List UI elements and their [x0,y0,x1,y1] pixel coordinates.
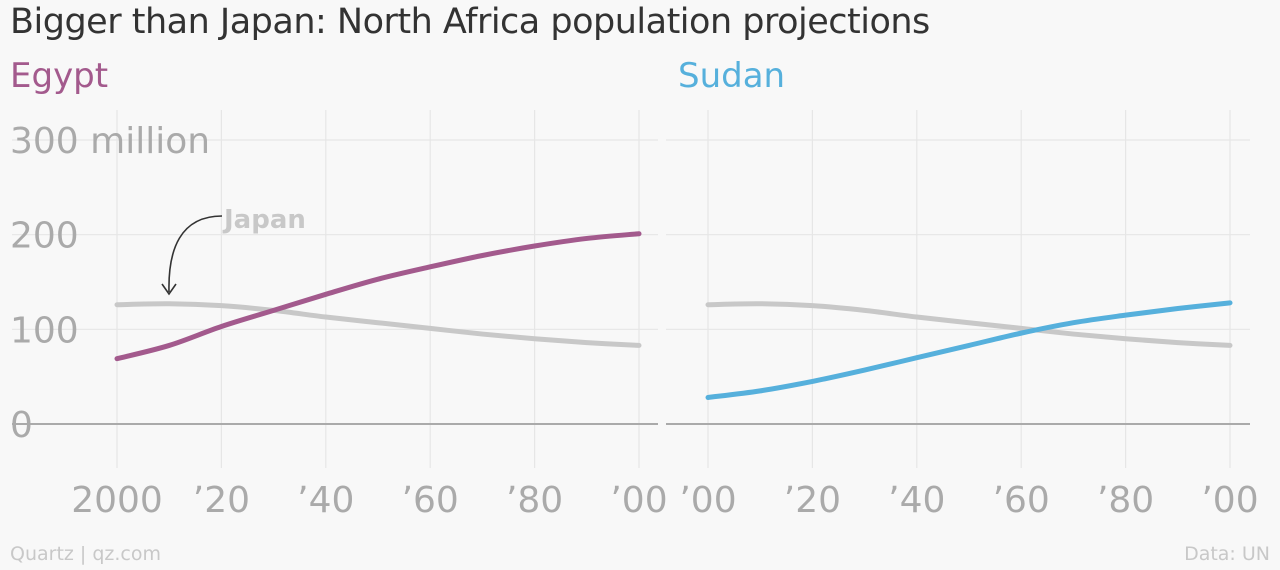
series-line-egypt-egypt [114,231,642,362]
y-tick-label-200: 200 [10,216,79,257]
x-tick-label-sudan-2000: ’00 [679,480,736,521]
x-tick-label-sudan-2020: ’20 [784,480,841,521]
annotation-arrow [168,215,223,293]
x-tick-label-sudan-2100: ’00 [1201,480,1258,521]
series-line-sudan-sudan [705,300,1233,400]
x-tick-label-sudan-2080: ’80 [1097,480,1154,521]
panel-title-sudan: Sudan [678,56,786,96]
data-credit: Data: UN [1184,543,1270,565]
series-layer [114,231,1233,400]
x-tick-label-egypt-2060: ’60 [402,480,459,521]
y-tick-label-300: 300 million [10,121,210,162]
chart-title: Bigger than Japan: North Africa populati… [10,2,930,42]
panel-title-egypt: Egypt [10,56,109,96]
x-tick-label-sudan-2060: ’60 [993,480,1050,521]
x-tick-label-sudan-2040: ’40 [888,480,945,521]
grid-layer [12,110,1250,468]
x-tick-label-egypt-2020: ’20 [193,480,250,521]
label-layer: 0 100 200 300 million 2000 ’20 ’40 ’60 ’80 ’00 ’00… [10,121,1259,521]
x-tick-label-egypt-2040: ’40 [297,480,354,521]
x-tick-label-egypt-2080: ’80 [506,480,563,521]
x-tick-label-egypt-2000: 2000 [71,480,163,521]
series-line-egypt-japan [114,301,642,348]
annotation-layer: Japan [161,205,306,296]
annotation-arrowhead [161,283,177,296]
source-credit: Quartz | qz.com [10,543,162,565]
x-tick-label-egypt-2100: ’00 [610,480,667,521]
y-tick-label-0: 0 [10,405,33,446]
y-tick-label-100: 100 [10,310,79,351]
annotation-label-japan: Japan [222,205,306,235]
series-line-sudan-japan [705,301,1233,348]
